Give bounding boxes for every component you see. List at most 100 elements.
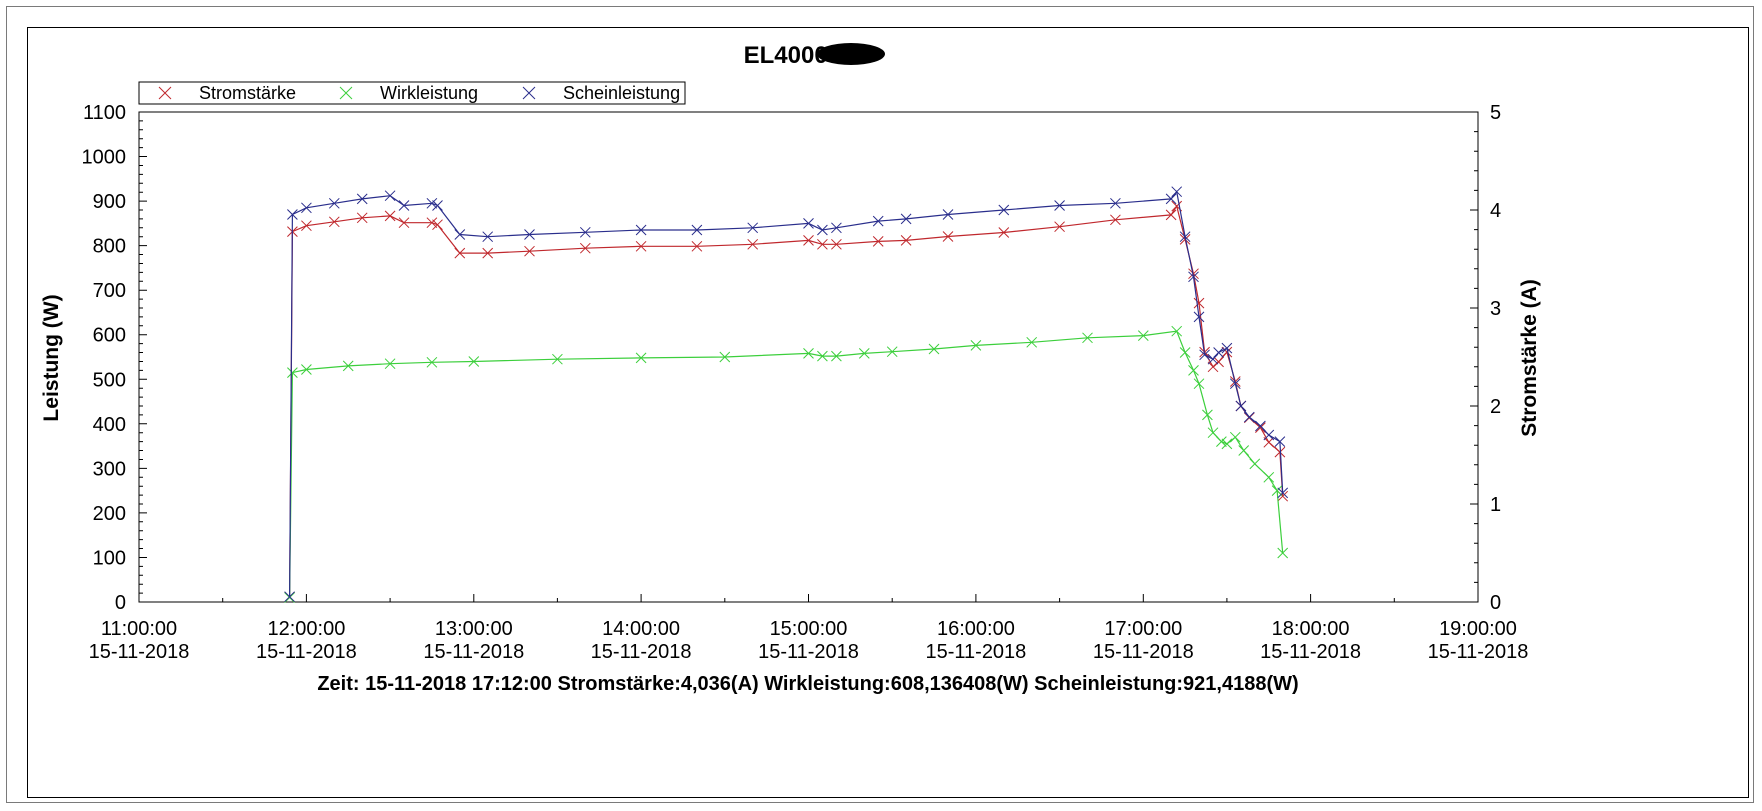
data-point-stromstaerke [1221, 346, 1233, 358]
y-right-tick-label: 3 [1490, 298, 1501, 320]
data-point-stromstaerke [1188, 268, 1199, 280]
data-point-stromstaerke [482, 247, 494, 259]
data-point-wirkleistung [468, 356, 480, 367]
data-point-wirkleistung [1179, 347, 1191, 358]
data-point-stromstaerke [831, 238, 842, 250]
data-point-stromstaerke [900, 235, 912, 246]
data-point-wirkleistung [858, 348, 870, 359]
y-left-tick-label: 400 [93, 414, 126, 436]
data-point-scheinleistung [1110, 197, 1121, 209]
data-point-scheinleistung [1054, 200, 1065, 211]
x-tick-date-label: 15-11-2018 [423, 641, 524, 663]
plot-area [138, 111, 1479, 603]
data-point-scheinleistung [579, 226, 591, 238]
data-point-wirkleistung [817, 350, 828, 362]
y-left-tick-label: 1100 [83, 102, 126, 124]
y-left-tick-label: 600 [93, 325, 126, 347]
data-point-wirkleistung [1238, 445, 1250, 456]
legend-label-scheinleistung: Scheinleistung [563, 83, 680, 103]
data-point-stromstaerke [1110, 214, 1121, 226]
data-point-wirkleistung [831, 350, 842, 362]
y-left-tick-label: 0 [115, 592, 126, 614]
data-point-scheinleistung [1188, 271, 1199, 283]
data-point-scheinleistung [1179, 231, 1191, 243]
data-point-wirkleistung [1202, 409, 1213, 421]
data-point-stromstaerke [454, 247, 466, 259]
data-point-scheinleistung [831, 222, 842, 234]
x-tick-time-label: 18:00:00 [1272, 618, 1350, 640]
y-left-tick-label: 800 [93, 236, 126, 258]
data-point-wirkleistung [719, 351, 731, 363]
data-point-scheinleistung [635, 224, 647, 236]
series-layer [284, 186, 1289, 603]
data-point-stromstaerke [691, 240, 703, 252]
chart-panel: EL4000 - Stromstärke Wirkleistung Schein… [27, 27, 1749, 798]
data-point-wirkleistung [1207, 427, 1219, 439]
data-point-wirkleistung [1249, 458, 1261, 470]
y-left-tick-label: 300 [93, 458, 126, 480]
data-point-stromstaerke [384, 210, 396, 222]
data-point-stromstaerke [1255, 422, 1266, 433]
data-point-scheinleistung [1277, 487, 1289, 499]
data-point-scheinleistung [328, 197, 340, 209]
right-axis-tick-labels: 0 1 2 3 4 5 [1490, 102, 1501, 614]
data-point-scheinleistung [1255, 420, 1266, 432]
data-point-scheinleistung [747, 222, 759, 234]
y-right-tick-label: 4 [1490, 200, 1501, 222]
y-left-tick-label: 700 [93, 280, 126, 302]
data-point-scheinleistung [872, 215, 884, 227]
data-point-scheinleistung [356, 193, 368, 205]
data-point-stromstaerke [426, 217, 438, 229]
legend-marker-scheinleistung [522, 86, 536, 100]
data-point-wirkleistung [552, 353, 563, 365]
x-tick-time-label: 11:00:00 [101, 618, 177, 640]
data-point-wirkleistung [1082, 332, 1093, 344]
x-tick-date-label: 15-11-2018 [1260, 641, 1361, 663]
legend-marker-wirkleistung [339, 86, 353, 100]
data-point-stromstaerke [635, 240, 647, 252]
data-point-scheinleistung [1243, 411, 1255, 423]
data-point-stromstaerke [579, 242, 591, 254]
data-point-stromstaerke [872, 236, 884, 247]
y-left-tick-label: 500 [93, 369, 126, 391]
y-right-tick-label: 1 [1490, 494, 1501, 516]
data-point-stromstaerke [432, 219, 443, 231]
x-tick-time-label: 14:00:00 [602, 618, 680, 640]
cursor-readout: Zeit: 15-11-2018 17:12:00 Stromstärke:4,… [317, 673, 1298, 695]
data-point-scheinleistung [432, 200, 443, 211]
data-point-scheinleistung [1165, 193, 1177, 205]
legend-label-wirkleistung: Wirkleistung [380, 83, 478, 103]
y-left-tick-label: 1000 [82, 147, 127, 169]
data-point-wirkleistung [1271, 485, 1283, 496]
data-point-scheinleistung [524, 229, 535, 240]
legend-box [138, 81, 686, 105]
x-tick-time-label: 15:00:00 [770, 618, 848, 640]
data-point-scheinleistung [1199, 349, 1210, 361]
y-left-tick-label: 100 [93, 548, 126, 570]
x-tick-time-label: 12:00:00 [267, 618, 345, 640]
data-point-scheinleistung [398, 200, 410, 211]
x-tick-time-label: 17:00:00 [1104, 618, 1182, 640]
chart-window: EL4000 - Stromstärke Wirkleistung Schein… [6, 6, 1754, 803]
data-point-stromstaerke [524, 245, 535, 257]
x-tick-date-label: 15-11-2018 [1093, 641, 1194, 663]
data-point-stromstaerke [1213, 356, 1224, 368]
data-point-wirkleistung [803, 348, 814, 359]
data-point-wirkleistung [284, 592, 295, 603]
data-point-stromstaerke [1193, 297, 1205, 309]
data-point-scheinleistung [1263, 429, 1275, 441]
data-point-scheinleistung [803, 218, 814, 229]
x-tick-time-label: 13:00:00 [435, 618, 513, 640]
y-axis-left-title: Leistung (W) [40, 294, 63, 421]
data-point-wirkleistung [970, 340, 982, 351]
data-point-stromstaerke [398, 217, 410, 229]
data-point-stromstaerke [817, 238, 828, 250]
data-point-wirkleistung [1171, 325, 1183, 337]
left-axis-tick-labels: 0 100 200 300 400 500 600 700 800 900 1000 1100 [82, 102, 127, 614]
data-point-scheinleistung [1213, 347, 1224, 358]
data-point-stromstaerke [803, 235, 814, 246]
tick-marks [138, 111, 1479, 603]
x-tick-date-label: 15-11-2018 [591, 641, 692, 663]
data-point-scheinleistung [1193, 311, 1205, 323]
data-point-stromstaerke [328, 216, 340, 228]
